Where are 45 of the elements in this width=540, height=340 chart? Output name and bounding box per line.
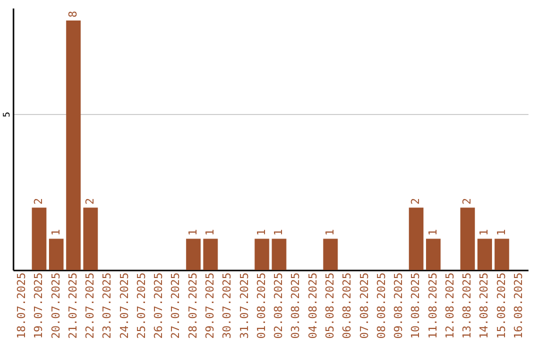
x-tick-label: 18.07.2025 [15, 272, 28, 339]
x-tick-label: 03.08.2025 [289, 272, 302, 339]
x-tick-label: 14.08.2025 [478, 272, 491, 339]
x-tick-label: 11.08.2025 [426, 272, 440, 339]
data-label: 1 [323, 229, 336, 236]
data-label: 1 [204, 229, 217, 236]
x-tick-label: 05.08.2025 [323, 272, 336, 339]
x-tick-label: 01.08.2025 [254, 272, 268, 339]
x-tick-label: 16.08.2025 [512, 272, 526, 339]
x-tick-label: 21.07.2025 [66, 272, 80, 339]
data-label: 1 [478, 229, 491, 236]
x-tick-label: 26.07.2025 [152, 272, 166, 339]
x-tick-label: 23.07.2025 [100, 272, 114, 339]
data-label: 1 [426, 229, 440, 236]
x-tick-label: 15.08.2025 [494, 272, 508, 339]
x-tick-label: 12.08.2025 [443, 272, 456, 339]
x-tick-label: 28.07.2025 [186, 272, 200, 339]
x-tick-label: 24.07.2025 [118, 272, 131, 339]
x-tick-label: 09.08.2025 [392, 272, 406, 339]
x-tick-label: 27.07.2025 [169, 272, 182, 339]
y-tick-label: 5 [2, 112, 12, 118]
data-label: 1 [494, 229, 508, 236]
x-tick-label: 25.07.2025 [134, 272, 148, 339]
x-tick-label: 30.07.2025 [220, 272, 234, 339]
data-label: 2 [84, 198, 97, 205]
x-tick-label: 07.08.2025 [358, 272, 371, 339]
data-label: 1 [254, 229, 268, 236]
x-tick-label: 04.08.2025 [306, 272, 320, 339]
data-label: 1 [272, 229, 286, 236]
data-label: 2 [460, 198, 474, 205]
x-tick-label: 06.08.2025 [340, 272, 354, 339]
data-label: 2 [32, 198, 46, 205]
data-label: 1 [186, 229, 200, 236]
x-tick-label: 31.07.2025 [238, 272, 251, 339]
data-label: 8 [66, 10, 80, 18]
x-tick-label: 13.08.2025 [460, 272, 474, 339]
x-tick-label: 10.08.2025 [409, 272, 422, 339]
x-tick-label: 02.08.2025 [272, 272, 286, 339]
data-label: 1 [49, 229, 62, 236]
x-tick-label: 20.07.2025 [49, 272, 62, 339]
x-tick-label: 19.07.2025 [32, 272, 46, 339]
data-label: 2 [409, 198, 422, 205]
x-tick-label: 29.07.2025 [204, 272, 217, 339]
x-tick-label: 22.07.2025 [84, 272, 97, 339]
x-tick-label: 08.08.2025 [374, 272, 388, 339]
